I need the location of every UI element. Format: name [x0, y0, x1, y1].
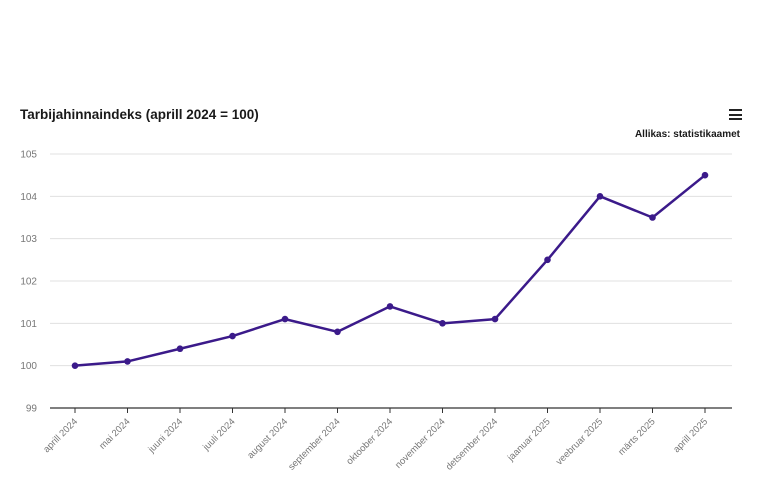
y-tick-label: 105 [20, 150, 37, 161]
data-point[interactable] [544, 256, 551, 264]
x-tick-label: aprill 2024 [41, 416, 80, 455]
data-point[interactable] [596, 193, 604, 200]
data-point[interactable] [491, 315, 499, 323]
data-point[interactable] [701, 171, 709, 179]
x-tick-label: detsember 2024 [444, 416, 500, 472]
data-point[interactable] [124, 358, 131, 365]
x-tick-label: veebruar 2025 [554, 416, 605, 467]
x-tick-label: november 2024 [393, 416, 447, 470]
x-tick-label: aprill 2025 [671, 416, 710, 455]
y-axis: 99 100 101 102 103 104 105 [20, 150, 37, 415]
data-point[interactable] [229, 332, 236, 340]
gridlines [50, 153, 732, 409]
data-point[interactable] [386, 303, 394, 310]
x-tick-label: mai 2024 [97, 416, 132, 451]
data-point[interactable] [281, 315, 289, 323]
x-tick-label: oktoober 2024 [344, 416, 395, 467]
y-tick-label: 103 [20, 234, 37, 245]
x-axis: aprill 2024 mai 2024 juuni 2024 juuli 2024 a… [41, 408, 710, 473]
data-point[interactable] [649, 214, 656, 221]
y-tick-label: 100 [20, 361, 37, 372]
chart-source: Allikas: statistikaamet [634, 129, 740, 140]
data-point[interactable] [334, 328, 341, 336]
x-tick-label: märts 2025 [616, 416, 657, 457]
hamburger-menu-icon[interactable] [729, 109, 742, 121]
data-point[interactable] [176, 345, 184, 353]
x-tick-label: jaanuar 2025 [505, 416, 553, 464]
y-tick-label: 104 [20, 192, 37, 203]
data-point[interactable] [71, 362, 79, 369]
y-tick-label: 99 [26, 404, 38, 415]
x-tick-label: august 2024 [245, 416, 290, 461]
y-tick-label: 101 [20, 319, 37, 330]
series-line [74, 174, 706, 367]
x-tick-label: september 2024 [286, 416, 342, 472]
x-tick-label: juuli 2024 [200, 416, 237, 453]
x-tick-label: juuni 2024 [146, 416, 185, 455]
data-point[interactable] [439, 320, 446, 327]
y-tick-label: 102 [20, 277, 37, 288]
chart-title: Tarbijahinnaindeks (aprill 2024 = 100) [20, 107, 259, 122]
series-layer [71, 171, 709, 369]
